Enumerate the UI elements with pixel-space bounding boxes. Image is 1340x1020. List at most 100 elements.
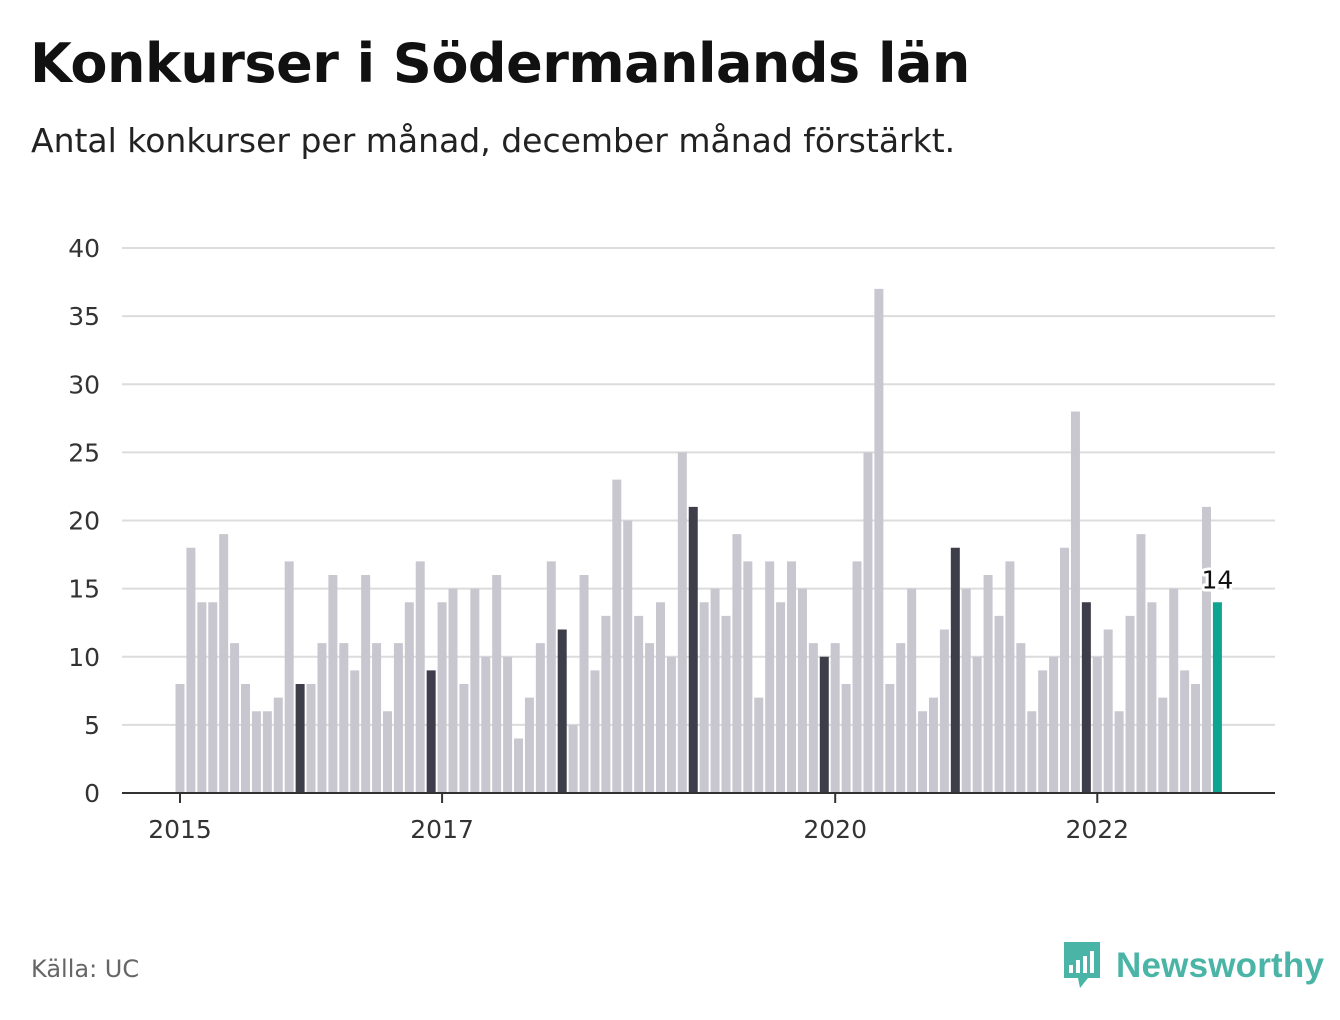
bar-december — [426, 670, 436, 794]
bar — [251, 711, 261, 793]
bar — [710, 588, 720, 794]
bar — [1191, 684, 1201, 793]
bar — [623, 520, 633, 793]
x-tick-label: 2015 — [148, 815, 212, 844]
bar — [219, 534, 229, 794]
bar — [273, 697, 283, 794]
bar — [459, 684, 469, 793]
bar — [1049, 656, 1059, 793]
bar — [186, 547, 196, 793]
y-tick-label: 40 — [68, 234, 100, 263]
bar — [306, 684, 316, 793]
bar — [404, 602, 414, 793]
bar — [907, 588, 917, 794]
bar — [918, 711, 928, 793]
bar-december — [1081, 602, 1091, 793]
bar — [1125, 615, 1135, 794]
bar-december — [557, 629, 567, 793]
bar — [415, 561, 425, 794]
bar — [448, 588, 458, 794]
bar — [1136, 534, 1146, 794]
bar — [1114, 711, 1124, 793]
bar — [1027, 711, 1037, 793]
bar — [470, 588, 480, 794]
bar — [241, 684, 251, 793]
bar — [634, 615, 644, 794]
bar — [1005, 561, 1015, 794]
bar — [284, 561, 294, 794]
bar — [787, 561, 797, 794]
bar — [1201, 506, 1211, 794]
bar — [481, 656, 491, 793]
bar — [721, 615, 731, 794]
bar — [645, 643, 655, 794]
bar — [262, 711, 272, 793]
bar — [852, 561, 862, 794]
x-axis-ticks: 2015 2017 2020 2022 — [148, 793, 1129, 844]
bar-december — [950, 547, 960, 793]
bar — [503, 656, 513, 793]
bar — [939, 629, 949, 793]
bar — [743, 561, 753, 794]
bar — [1147, 602, 1157, 793]
bar — [339, 643, 349, 794]
bar — [666, 656, 676, 793]
bar — [1103, 629, 1113, 793]
bar — [961, 588, 971, 794]
x-tick-label: 2017 — [410, 815, 474, 844]
chart-title: Konkurser i Södermanlands län — [30, 32, 970, 95]
newsworthy-chart-logo-icon — [1064, 942, 1100, 988]
bar — [1169, 588, 1179, 794]
bar — [896, 643, 906, 794]
bar — [1070, 411, 1080, 793]
newsworthy-logo[interactable]: Newsworthy — [1062, 940, 1324, 992]
bar — [175, 684, 185, 793]
y-axis-ticks: 0 5 10 15 20 25 30 35 40 — [68, 234, 100, 808]
bar — [732, 534, 742, 794]
y-tick-label: 35 — [68, 302, 100, 331]
bar — [776, 602, 786, 793]
bar-chart: 0 5 10 15 20 25 30 35 40 2015 2017 2020 2022 14 — [68, 234, 1275, 844]
bar — [372, 643, 382, 794]
brand-name: Newsworthy — [1116, 946, 1325, 985]
bar — [885, 684, 895, 793]
bar — [754, 697, 764, 794]
y-tick-label: 5 — [84, 711, 100, 740]
bars — [175, 288, 1222, 794]
bar — [699, 602, 709, 793]
bar — [928, 697, 938, 794]
gridlines — [122, 247, 1275, 726]
y-tick-label: 10 — [68, 643, 100, 672]
bar — [208, 602, 218, 793]
bar — [524, 697, 534, 794]
latest-value-label: 14 — [1201, 565, 1233, 594]
bar — [361, 575, 371, 793]
bar — [994, 615, 1004, 794]
y-tick-label: 0 — [84, 779, 100, 808]
bar — [568, 724, 578, 794]
bar-december — [295, 684, 305, 793]
bar — [317, 643, 327, 794]
y-tick-label: 20 — [68, 507, 100, 536]
bar — [972, 656, 982, 793]
bar — [230, 643, 240, 794]
bar — [983, 575, 993, 793]
bar-december — [819, 656, 829, 793]
bar — [350, 670, 360, 794]
bar — [1092, 656, 1102, 793]
bar-december — [688, 506, 698, 794]
bar — [328, 575, 338, 793]
bar — [393, 643, 403, 794]
y-tick-label: 15 — [68, 575, 100, 604]
bar — [1038, 670, 1048, 794]
bar-latest — [1212, 602, 1222, 793]
bar — [437, 602, 447, 793]
latest-value-annotation: 14 — [1198, 562, 1236, 597]
bar — [590, 670, 600, 794]
y-tick-label: 25 — [68, 438, 100, 467]
bar — [655, 602, 665, 793]
x-tick-label: 2022 — [1065, 815, 1129, 844]
bar — [808, 643, 818, 794]
bar — [1016, 643, 1026, 794]
bar — [601, 615, 611, 794]
